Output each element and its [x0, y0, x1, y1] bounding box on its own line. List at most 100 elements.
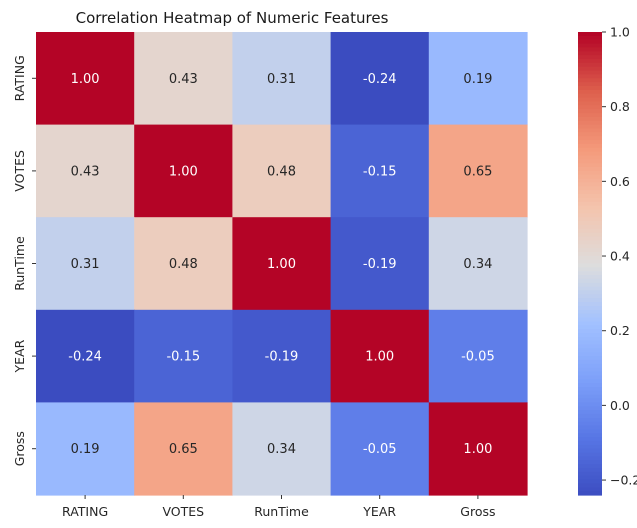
cell-value-label: 1.00: [267, 257, 296, 272]
colorbar-segment: [578, 406, 602, 411]
cell-value-label: 1.00: [463, 442, 492, 457]
cell-value-label: -0.19: [363, 257, 397, 272]
cell-value-label: 0.34: [267, 442, 296, 457]
cell-value-label: 0.34: [463, 257, 492, 272]
colorbar-segment: [578, 236, 602, 241]
x-tick-label: YEAR: [362, 504, 396, 519]
heatmap-cell: [330, 124, 430, 218]
heatmap-cell: [428, 402, 528, 496]
x-tick-labels: RATING VOTES RunTime YEAR Gross: [62, 495, 496, 519]
colorbar-tick-label: 0.2: [610, 323, 630, 338]
colorbar-segment: [578, 93, 602, 99]
heatmap-cell: [36, 124, 135, 218]
colorbar-segment: [578, 352, 602, 357]
colorbar-segment: [578, 201, 602, 207]
colorbar-segment: [578, 221, 602, 226]
heatmap-cell: [36, 402, 135, 496]
colorbar-segment: [578, 190, 602, 195]
colorbar-segment: [578, 487, 602, 492]
y-tick-label: RunTime: [12, 236, 27, 291]
colorbar-segment: [578, 298, 602, 303]
colorbar-segment: [578, 313, 602, 319]
heatmap-cells: 1.00 0.43 0.31 -0.24 0.19 0.43 1.00 0.48 -0.15 0.…: [36, 32, 528, 496]
colorbar-segment: [578, 325, 602, 330]
colorbar-segment: [578, 209, 602, 214]
colorbar-segment: [578, 70, 602, 76]
colorbar-segment: [578, 410, 602, 415]
colorbar-segment: [578, 282, 602, 288]
colorbar-segment: [578, 367, 602, 373]
cell-value-label: -0.05: [461, 350, 495, 365]
colorbar-segment: [578, 109, 602, 114]
colorbar-segment: [578, 182, 602, 187]
heatmap-cell: [232, 32, 332, 126]
colorbar-segment: [578, 383, 602, 388]
colorbar-segment: [578, 321, 602, 326]
colorbar-segment: [578, 170, 602, 176]
colorbar-segment: [578, 197, 602, 203]
cell-value-label: 1.00: [169, 164, 198, 179]
colorbar-tick-label: 0.6: [610, 174, 630, 189]
colorbar-segment: [578, 228, 602, 234]
colorbar-segment: [578, 394, 602, 400]
colorbar-segment: [578, 483, 602, 488]
colorbar-segment: [578, 359, 602, 365]
colorbar-segment: [578, 491, 602, 496]
colorbar-segment: [578, 105, 602, 110]
heatmap-cell: [36, 309, 135, 403]
colorbar-segment: [578, 51, 602, 56]
cell-value-label: -0.15: [363, 164, 397, 179]
colorbar-segment: [578, 271, 602, 276]
colorbar-segment: [578, 251, 602, 257]
colorbar-segment: [578, 379, 602, 384]
colorbar-segment: [578, 332, 602, 338]
colorbar-segment: [578, 55, 602, 60]
colorbar-tick-label: −0.2: [610, 473, 637, 488]
colorbar-segment: [578, 425, 602, 431]
y-tick-label: Gross: [12, 431, 27, 466]
colorbar-segment: [578, 155, 602, 160]
colorbar-segment: [578, 163, 602, 168]
colorbar-segment: [578, 151, 602, 157]
colorbar-segment: [578, 302, 602, 307]
colorbar-segment: [578, 348, 602, 353]
heatmap-cell: [134, 217, 233, 311]
colorbar-segment: [578, 417, 602, 423]
heatmap-cell: [330, 309, 430, 403]
colorbar-segment: [578, 86, 602, 91]
colorbar-segment: [578, 433, 602, 438]
colorbar-segment: [578, 452, 602, 458]
colorbar-segment: [578, 39, 602, 45]
colorbar-segment: [578, 309, 602, 315]
colorbar-segment: [578, 159, 602, 164]
colorbar-segment: [578, 329, 602, 334]
colorbar-tick-label: 0.0: [610, 398, 630, 413]
colorbar-segment: [578, 128, 602, 133]
heatmap-cell: [134, 402, 233, 496]
colorbar-segment: [578, 259, 602, 265]
cell-value-label: 0.48: [169, 257, 198, 272]
chart-title: Correlation Heatmap of Numeric Features: [76, 9, 389, 27]
colorbar-segment: [578, 275, 602, 280]
heatmap-cell: [36, 32, 135, 126]
colorbar-segment: [578, 386, 602, 392]
heatmap-cell: [232, 309, 332, 403]
colorbar-segment: [578, 205, 602, 211]
colorbar-segment: [578, 356, 602, 361]
colorbar-segment: [578, 213, 602, 218]
heatmap-cell: [232, 402, 332, 496]
cell-value-label: 0.31: [71, 257, 100, 272]
heatmap-cell: [330, 217, 430, 311]
cell-value-label: -0.05: [363, 442, 397, 457]
colorbar-segment: [578, 371, 602, 376]
colorbar-segment: [578, 317, 602, 322]
cell-value-label: 0.43: [169, 72, 198, 87]
colorbar-segment: [578, 290, 602, 295]
colorbar-segment: [578, 167, 602, 172]
y-tick-label: RATING: [12, 55, 27, 101]
colorbar-segment: [578, 74, 602, 79]
cell-value-label: 0.48: [267, 164, 296, 179]
colorbar-segment: [578, 448, 602, 454]
cell-value-label: 0.19: [463, 72, 492, 87]
cell-value-label: -0.15: [166, 350, 200, 365]
